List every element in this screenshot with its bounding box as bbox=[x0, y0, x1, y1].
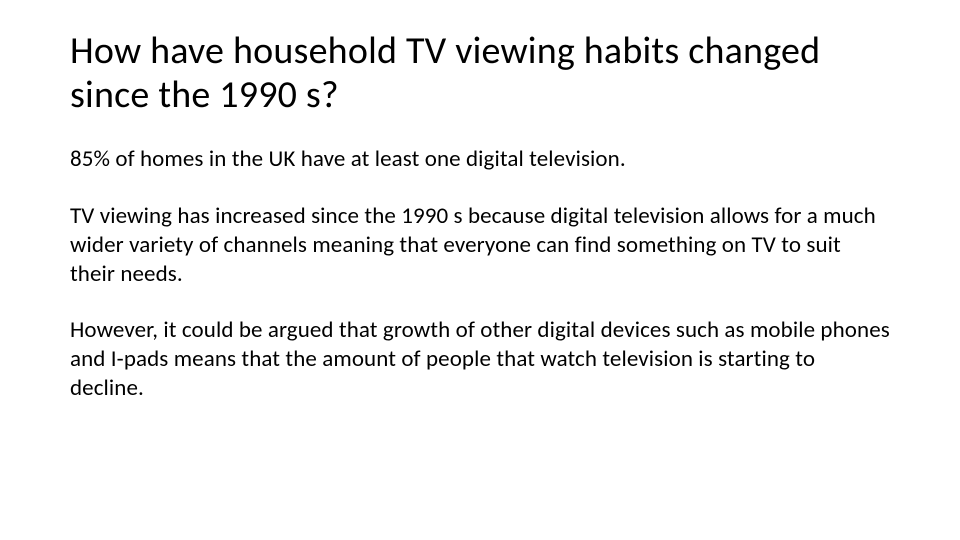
slide-container: How have household TV viewing habits cha… bbox=[0, 0, 960, 471]
body-paragraph-1: 85% of homes in the UK have at least one… bbox=[70, 145, 890, 174]
body-paragraph-2: TV viewing has increased since the 1990 … bbox=[70, 202, 890, 288]
body-paragraph-3: However, it could be argued that growth … bbox=[70, 316, 890, 402]
slide-title: How have household TV viewing habits cha… bbox=[70, 30, 890, 117]
